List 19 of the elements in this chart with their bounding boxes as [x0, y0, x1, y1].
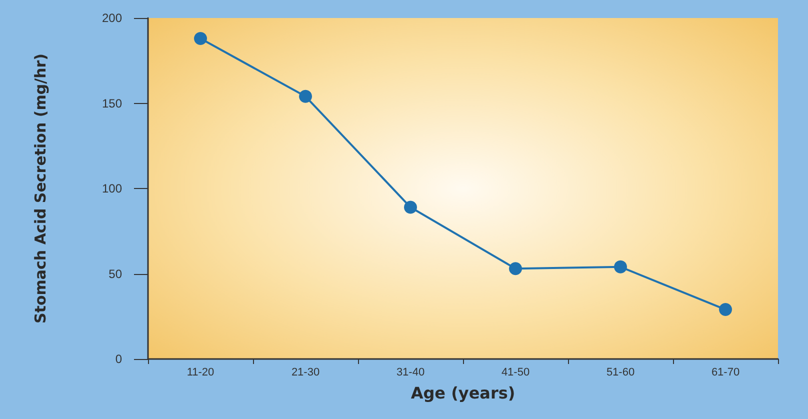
- y-axis-title: Stomach Acid Secretion (mg/hr): [32, 53, 50, 324]
- x-axis-title: Age (years): [410, 384, 516, 402]
- y-tick-label: 150: [102, 96, 122, 110]
- x-tick-label: 51-60: [606, 366, 635, 378]
- point: [194, 32, 207, 45]
- x-tick-label: 31-40: [396, 366, 425, 378]
- x-tick-label: 41-50: [501, 366, 530, 378]
- y-tick-label: 100: [102, 182, 122, 196]
- x-tick-label: 61-70: [711, 366, 740, 378]
- x-tick-label: 21-30: [291, 366, 320, 378]
- y-tick-label: 50: [108, 266, 122, 281]
- point: [299, 90, 312, 103]
- point: [719, 303, 732, 316]
- y-tick-label: 0: [115, 352, 122, 366]
- point: [509, 262, 522, 276]
- point: [404, 200, 417, 214]
- y-tick-label: 200: [102, 11, 122, 25]
- point: [614, 260, 627, 274]
- x-tick-label: 11-20: [186, 366, 214, 378]
